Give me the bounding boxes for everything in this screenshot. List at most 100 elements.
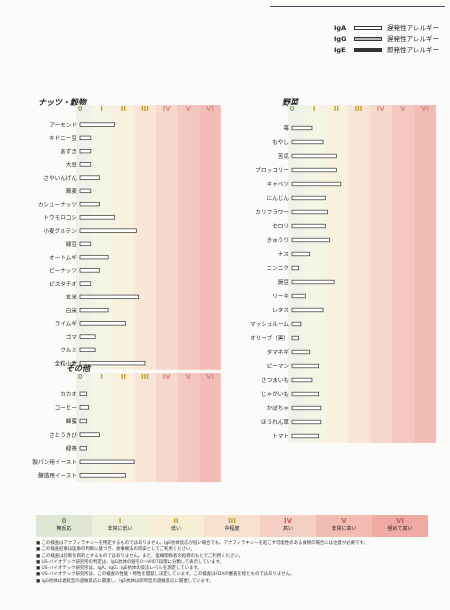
scale-class: IV xyxy=(283,517,293,525)
bar xyxy=(291,307,324,313)
class-band xyxy=(177,105,200,370)
class-tick-label: I xyxy=(100,105,103,113)
scale-cell: I 非常に低い xyxy=(92,515,148,537)
category-label: カリフラワー xyxy=(255,209,289,216)
bar xyxy=(291,419,322,425)
category-label: 醸造用イースト xyxy=(38,472,77,480)
category-label: カシューナッツ xyxy=(38,201,78,208)
category-label: 蕎麦 xyxy=(66,187,78,195)
bar xyxy=(291,335,300,341)
class-tick-label: V xyxy=(186,105,192,113)
bar xyxy=(79,473,126,478)
scale-desc: 低い xyxy=(170,526,181,532)
reaction-scale-bar: 0 無反応 I 非常に低い II 低い III 中程度 IV 高い V 非常に高い VI 極めて高い xyxy=(36,515,428,537)
class-band xyxy=(155,373,178,483)
category-label: じゃがいも xyxy=(261,390,289,398)
bar xyxy=(79,122,116,127)
bar xyxy=(79,405,90,410)
category-label: 苦瓜 xyxy=(278,152,290,160)
scale-desc: 非常に低い xyxy=(107,526,133,532)
class-band xyxy=(303,105,326,443)
footnote-line: ■ IgG抗体は遅延型の過敏反応に関連し、IgE抗体は即時型の過敏反応に関連して… xyxy=(36,578,214,584)
class-band xyxy=(76,105,91,370)
bar xyxy=(79,459,135,464)
class-tick-label: V xyxy=(186,373,192,381)
chart-body: 0 I II III IV V VI苺もやし苦瓜ブロッコリーキャベツにんじんカリフラワーセロ… xyxy=(250,105,437,443)
category-label: 苺 xyxy=(283,124,289,132)
scale-desc: 非常に高い xyxy=(331,526,357,532)
class-tick-label: 0 xyxy=(78,373,83,381)
legend-text: 遅発性アレルギー xyxy=(387,34,439,43)
bar xyxy=(79,334,96,339)
scale-class: VI xyxy=(395,517,405,525)
category-label: ピーマン xyxy=(267,363,290,370)
legend-iga: IgA 遅発性アレルギー xyxy=(334,22,439,33)
footnote-line: ■ US-バイオテック研究所は、この検査の性能・特性を開発し決定しています。この… xyxy=(36,572,295,578)
class-tick-label: III xyxy=(141,105,149,113)
category-label: オートムギ xyxy=(49,254,77,261)
bar xyxy=(79,268,100,273)
category-label: オリーブ（黒） xyxy=(250,334,289,342)
category-label: レタス xyxy=(272,306,289,314)
legend-ige: IgE 即発性アレルギー xyxy=(334,44,439,55)
category-label: ニンニク xyxy=(267,265,289,272)
bar xyxy=(291,251,311,257)
footnote-line: ■ この検査は診断を目的とするものではありません。また、医療関係者の指導のもとで… xyxy=(36,553,244,559)
class-tick-label: III xyxy=(355,105,363,113)
scale-class: 0 xyxy=(61,517,67,525)
scale-desc: 無反応 xyxy=(56,526,72,532)
chart-title-other: その他 xyxy=(66,364,90,373)
category-label: 蜂蜜 xyxy=(66,417,78,425)
bar xyxy=(79,228,137,233)
category-label: さやいんげん xyxy=(43,174,77,182)
scale-class: III xyxy=(228,517,236,525)
scale-cell: IV 高い xyxy=(260,515,316,537)
legend-text: 遅発性アレルギー xyxy=(387,23,439,32)
bar xyxy=(79,188,92,194)
category-label: きゅうり xyxy=(267,237,289,244)
class-band xyxy=(90,373,113,483)
class-band xyxy=(134,105,156,370)
scale-cell: III 中程度 xyxy=(204,515,260,537)
class-band xyxy=(112,373,135,483)
scale-cell: 0 無反応 xyxy=(36,515,92,537)
category-label: トウモロコシ xyxy=(43,214,77,222)
category-label: トマト xyxy=(272,433,289,440)
chart-title-nuts: ナッツ・穀物 xyxy=(38,98,86,107)
bar xyxy=(79,254,109,260)
category-label: 玄米 xyxy=(66,293,78,301)
class-band xyxy=(76,373,91,483)
class-tick-label: III xyxy=(141,373,149,381)
scale-cell: V 非常に高い xyxy=(316,515,372,537)
bar xyxy=(291,349,311,355)
category-label: キドニー豆 xyxy=(49,135,77,142)
category-label: 緑豆 xyxy=(66,240,78,248)
class-tick-label: IV xyxy=(377,105,386,113)
category-label: ブロッコリー xyxy=(255,166,289,174)
class-band xyxy=(134,373,156,483)
scale-cell: II 低い xyxy=(148,515,204,537)
category-label: ピスタチオ xyxy=(49,280,77,288)
category-label: カカオ xyxy=(60,391,77,398)
category-label: さつまいも xyxy=(261,377,289,384)
class-tick-label: V xyxy=(400,105,406,113)
bar xyxy=(291,433,319,439)
category-label: ピーナッツ xyxy=(49,268,77,275)
category-label: セロリ xyxy=(272,223,289,230)
category-label: もやし xyxy=(272,138,289,146)
scale-class: II xyxy=(173,517,179,525)
class-tick-label: 0 xyxy=(78,105,83,113)
bar xyxy=(79,241,92,247)
legend-swatch xyxy=(354,36,382,41)
footnote-line: ■ US-バイオテック研究所の判定は、IgG抗体の値を0〜VIの7段階に分類して… xyxy=(36,559,224,565)
bar xyxy=(291,405,322,411)
bar xyxy=(291,125,313,131)
bar xyxy=(79,201,100,207)
category-label: 白米 xyxy=(66,306,78,314)
footnote-line: ■ この検査結果は医師の判断に基づき、食事療法の目安としてご利用ください。 xyxy=(36,547,195,553)
class-tick-label: 0 xyxy=(290,105,295,113)
bar xyxy=(79,446,87,451)
legend-label: IgA xyxy=(334,23,347,32)
